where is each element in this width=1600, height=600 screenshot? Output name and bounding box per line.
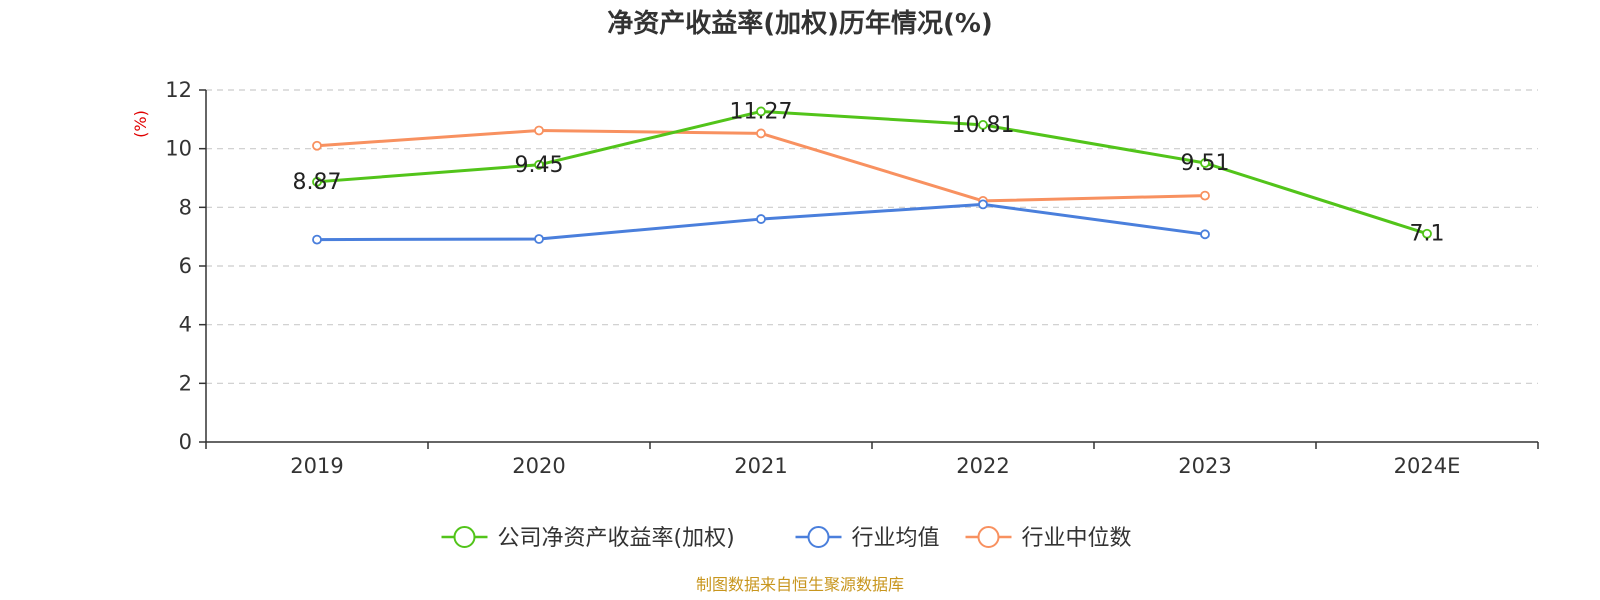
data-label: 7.1 — [1410, 222, 1445, 247]
y-tick-label: 6 — [179, 254, 192, 278]
y-tick-label: 2 — [179, 371, 192, 395]
data-point — [312, 140, 322, 151]
series-1 — [312, 199, 1210, 245]
grid-layer — [206, 89, 1538, 384]
legend-label: 行业中位数 — [1022, 526, 1132, 551]
y-tick-label: 0 — [179, 430, 192, 454]
data-point — [534, 234, 544, 244]
data-label: 8.87 — [293, 170, 342, 195]
series-0 — [312, 106, 1432, 239]
data-point — [1200, 229, 1210, 240]
data-label: 10.81 — [952, 113, 1015, 138]
data-label-layer: 8.87 9.45 11.27 10.81 9.51 7.1 — [293, 99, 1445, 246]
data-label: 11.27 — [730, 99, 793, 124]
y-axis-label: (%) — [131, 110, 150, 138]
data-point — [1200, 190, 1210, 201]
series-line — [316, 109, 1428, 236]
axis-layer: 0 2 4 6 8 10 12 2019 2020 2021 2022 2023 2024E — [165, 78, 1539, 478]
data-point — [756, 106, 766, 117]
chart-title: 净资产收益率(加权)历年情况(%) — [607, 8, 993, 39]
data-point — [978, 199, 988, 210]
y-tick-label: 10 — [165, 137, 192, 161]
x-tick-label: 2024E — [1394, 454, 1461, 478]
legend-marker-icon — [977, 526, 1000, 548]
x-tick-label: 2023 — [1178, 454, 1231, 478]
series-2 — [312, 125, 1210, 206]
series-layer — [312, 106, 1432, 245]
legend-label: 公司净资产收益率(加权) — [498, 526, 735, 551]
legend-label: 行业均值 — [852, 526, 940, 551]
y-tick-label: 12 — [165, 78, 192, 102]
data-point — [312, 176, 322, 187]
legend-item: 行业中位数 — [965, 526, 1132, 551]
legend: 公司净资产收益率(加权) 行业均值 行业中位数 — [441, 526, 1132, 551]
legend-item: 行业均值 — [795, 526, 940, 551]
data-label: 9.51 — [1181, 151, 1230, 176]
data-point — [1200, 158, 1210, 168]
data-point — [534, 159, 544, 170]
y-tick-label: 8 — [179, 195, 192, 219]
legend-item: 公司净资产收益率(加权) — [441, 526, 735, 551]
y-tick-label: 4 — [179, 313, 192, 337]
x-tick-label: 2020 — [512, 454, 565, 478]
data-point — [978, 120, 988, 130]
data-label: 9.45 — [515, 153, 564, 178]
legend-marker-icon — [807, 526, 830, 548]
data-point — [756, 128, 766, 139]
data-point — [1422, 228, 1432, 239]
data-point — [312, 234, 322, 245]
x-tick-label: 2021 — [734, 454, 787, 478]
data-point — [534, 125, 544, 136]
data-point — [756, 214, 766, 224]
source-note: 制图数据来自恒生聚源数据库 — [696, 575, 904, 594]
legend-marker-icon — [453, 526, 476, 548]
x-tick-label: 2019 — [290, 454, 343, 478]
x-tick-label: 2022 — [956, 454, 1009, 478]
